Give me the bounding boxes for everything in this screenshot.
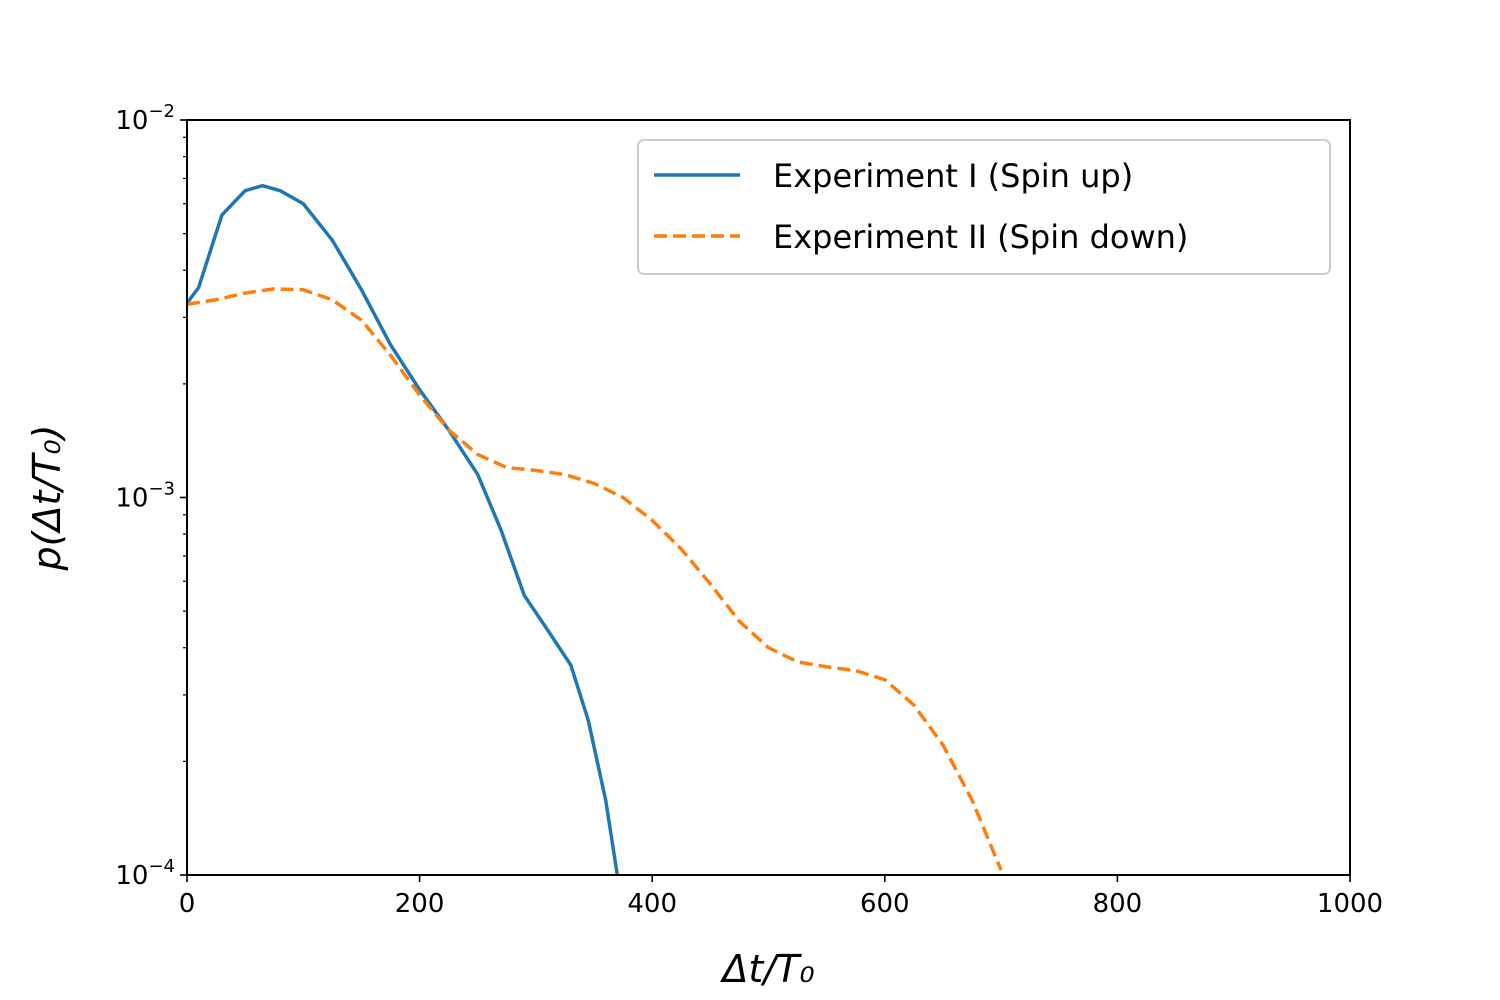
y-tick-exponent: −4 — [148, 856, 175, 877]
y-tick-base: 10 — [115, 861, 148, 891]
legend-box — [637, 139, 1331, 275]
data-line — [187, 287, 1003, 871]
x-tick-label: 600 — [860, 889, 910, 919]
y-tick-label: 10−3 — [115, 479, 175, 514]
x-tick-label: 1000 — [1317, 889, 1383, 919]
y-tick-base: 10 — [115, 106, 148, 136]
y-tick-exponent: −3 — [148, 479, 175, 500]
legend-label: Experiment I (Spin up) — [773, 157, 1133, 195]
y-tick-base: 10 — [115, 484, 148, 514]
plot-area — [187, 183, 1003, 875]
data-line — [187, 183, 620, 875]
x-tick-label: 200 — [395, 889, 445, 919]
y-tick-exponent: −2 — [148, 101, 175, 122]
x-tick-label: 800 — [1093, 889, 1143, 919]
y-tick-label: 10−2 — [115, 101, 175, 136]
x-tick-label: 400 — [627, 889, 677, 919]
y-tick-label: 10−4 — [115, 856, 175, 891]
legend-label: Experiment II (Spin down) — [773, 218, 1188, 256]
x-axis-label: Δt/T₀ — [719, 947, 814, 991]
y-axis-label: p(Δt/T₀) — [25, 425, 69, 572]
x-tick-label: 0 — [179, 889, 196, 919]
